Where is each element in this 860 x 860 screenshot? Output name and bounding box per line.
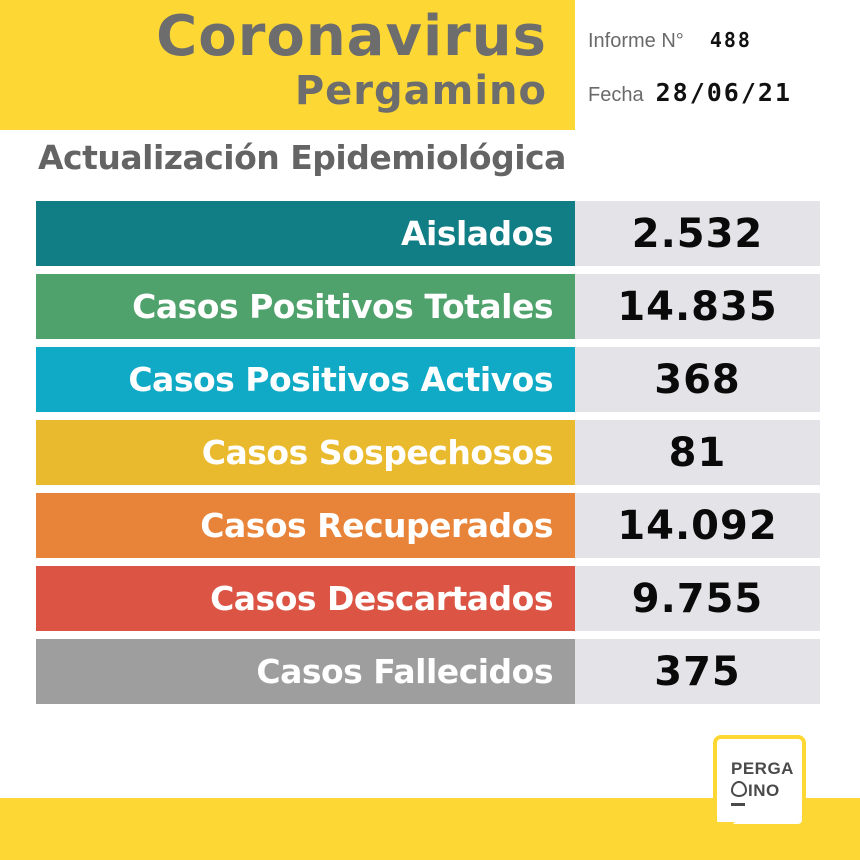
stat-label: Casos Sospechosos: [36, 420, 575, 485]
stat-value: 368: [575, 347, 820, 412]
logo-text-bottom: INO: [731, 781, 780, 801]
logo-text-top: PERGA: [731, 759, 794, 778]
title-pergamino: Pergamino: [294, 68, 547, 114]
stat-label: Casos Positivos Activos: [36, 347, 575, 412]
stat-label: Casos Fallecidos: [36, 639, 575, 704]
stat-value: 14.835: [575, 274, 820, 339]
logo-text-ino: INO: [748, 781, 780, 800]
stat-row-fallecidos: Casos Fallecidos 375: [36, 639, 820, 704]
stat-label: Casos Recuperados: [36, 493, 575, 558]
fecha-label: Fecha: [588, 84, 644, 106]
informe-label: Informe N°: [588, 30, 684, 52]
pergamino-logo: PERGA INO: [713, 735, 806, 828]
stat-value: 14.092: [575, 493, 820, 558]
stat-label: Casos Positivos Totales: [36, 274, 575, 339]
stat-value: 375: [575, 639, 820, 704]
stat-row-recuperados: Casos Recuperados 14.092: [36, 493, 820, 558]
speech-tail-icon: [713, 822, 735, 842]
informe-value: 488: [709, 28, 752, 52]
title-banner: Coronavirus Pergamino: [0, 0, 575, 130]
stat-row-positivos-totales: Casos Positivos Totales 14.835: [36, 274, 820, 339]
logo-underline: [731, 803, 745, 806]
stats-table: Aislados 2.532 Casos Positivos Totales 1…: [36, 201, 820, 712]
stat-label: Casos Descartados: [36, 566, 575, 631]
fecha-value: 28/06/21: [655, 78, 793, 107]
heart-icon: [731, 781, 747, 797]
stat-value: 2.532: [575, 201, 820, 266]
stat-label: Aislados: [36, 201, 575, 266]
stat-row-descartados: Casos Descartados 9.755: [36, 566, 820, 631]
title-coronavirus: Coronavirus: [156, 4, 547, 69]
stat-row-positivos-activos: Casos Positivos Activos 368: [36, 347, 820, 412]
stat-row-sospechosos: Casos Sospechosos 81: [36, 420, 820, 485]
informe-number: Informe N° 488: [588, 28, 752, 53]
stat-value: 9.755: [575, 566, 820, 631]
stat-value: 81: [575, 420, 820, 485]
report-date: Fecha 28/06/21: [588, 78, 792, 107]
stat-row-aislados: Aislados 2.532: [36, 201, 820, 266]
section-title: Actualización Epidemiológica: [38, 138, 566, 177]
